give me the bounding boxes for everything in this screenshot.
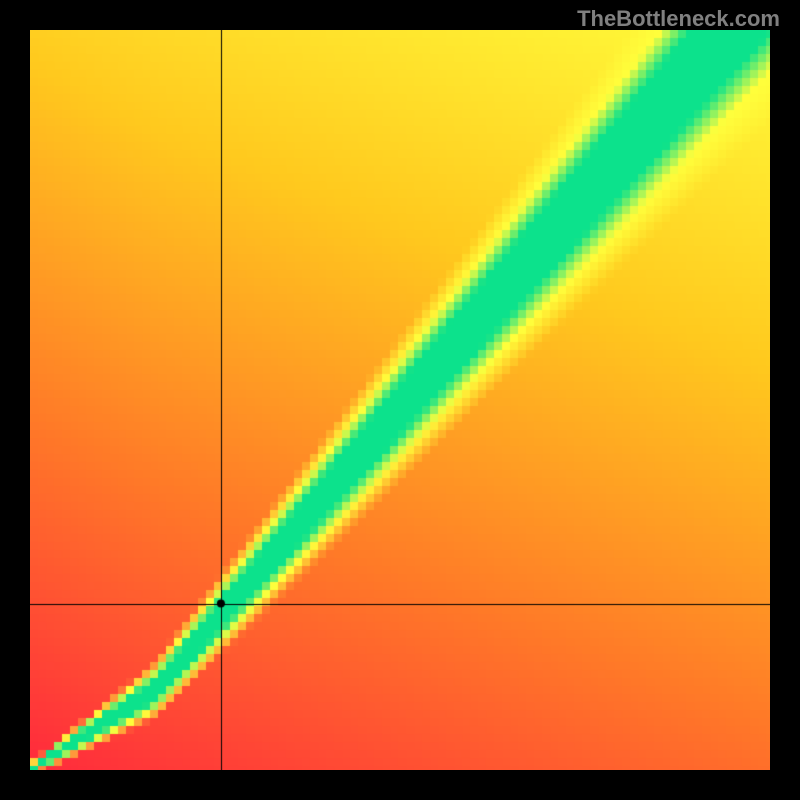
chart-container: TheBottleneck.com [0,0,800,800]
watermark-text: TheBottleneck.com [577,6,780,32]
heatmap-canvas [30,30,770,770]
heatmap-plot-area [30,30,770,770]
